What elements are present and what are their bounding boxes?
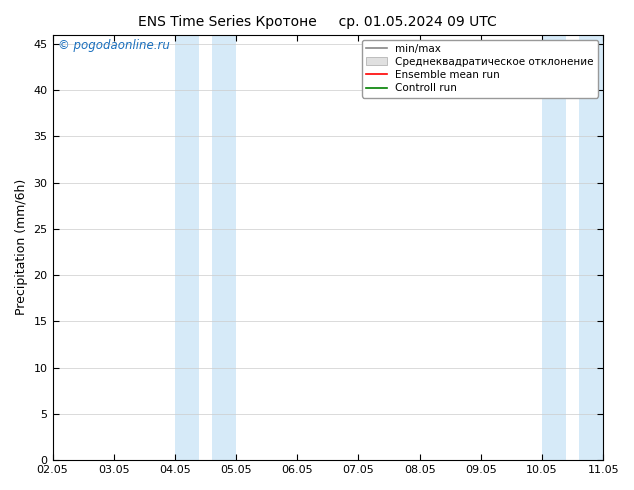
Text: © pogodaonline.ru: © pogodaonline.ru	[58, 39, 170, 52]
Bar	[579, 35, 603, 460]
Legend: min/max, Среднеквадратическое отклонение, Ensemble mean run, Controll run: min/max, Среднеквадратическое отклонение…	[362, 40, 598, 98]
Bar	[175, 35, 199, 460]
Bar	[542, 35, 566, 460]
Bar	[212, 35, 236, 460]
Y-axis label: Precipitation (mm/6h): Precipitation (mm/6h)	[15, 179, 28, 316]
Text: ENS Time Series Кротоне     ср. 01.05.2024 09 UTC: ENS Time Series Кротоне ср. 01.05.2024 0…	[138, 15, 496, 29]
